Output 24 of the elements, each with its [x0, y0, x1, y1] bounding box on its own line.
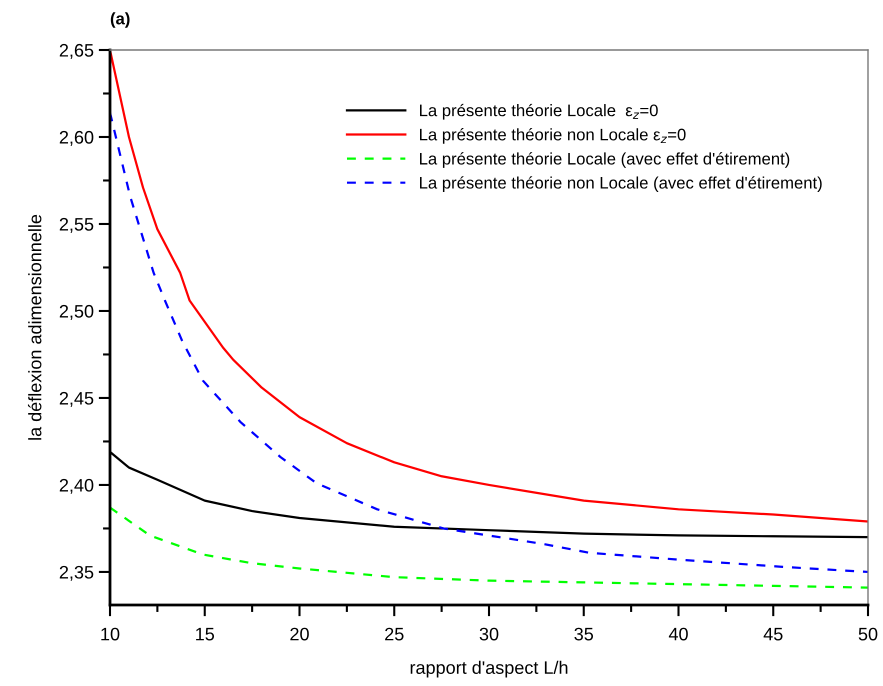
x-tick-label: 50 [858, 628, 878, 640]
legend-label: La présente théorie Locale (avec effet d'étirement) [420, 152, 790, 168]
text: (a) [110, 12, 130, 28]
x-tick-label: 35 [574, 628, 594, 640]
y-tick-label: 2,40 [60, 478, 94, 494]
y-tick-label: 2,45 [60, 392, 94, 407]
legend-label: La présente théorie non Locale (avec effet d'étirement) [420, 176, 822, 192]
y-tick-label: 2,50 [60, 304, 94, 320]
x-tick-label: 40 [668, 628, 688, 640]
x-axis-title: rapport d'aspect L/h [410, 660, 568, 678]
x-tick-label: 20 [290, 628, 309, 640]
x-tick-label: 25 [385, 628, 404, 640]
legend-label: La présente théorie Locale ε$_{z}$=0 [420, 104, 658, 120]
y-axis-title: la déflexion adimensionnelle [28, 214, 42, 440]
x-tick-label: 10 [101, 628, 120, 640]
x-tick-label: 15 [196, 628, 214, 640]
y-tick-label: 2,55 [60, 218, 94, 233]
line-series [110, 506, 868, 589]
y-tick-label: 2,60 [60, 130, 94, 146]
y-tick-label: 2,65 [60, 44, 94, 59]
x-tick-label: 30 [480, 628, 498, 640]
legend-label: La présente théorie non Locale ε$_{z}$=0 [420, 128, 686, 144]
y-tick-label: 2,35 [60, 566, 94, 581]
x-tick-label: 45 [764, 628, 783, 640]
